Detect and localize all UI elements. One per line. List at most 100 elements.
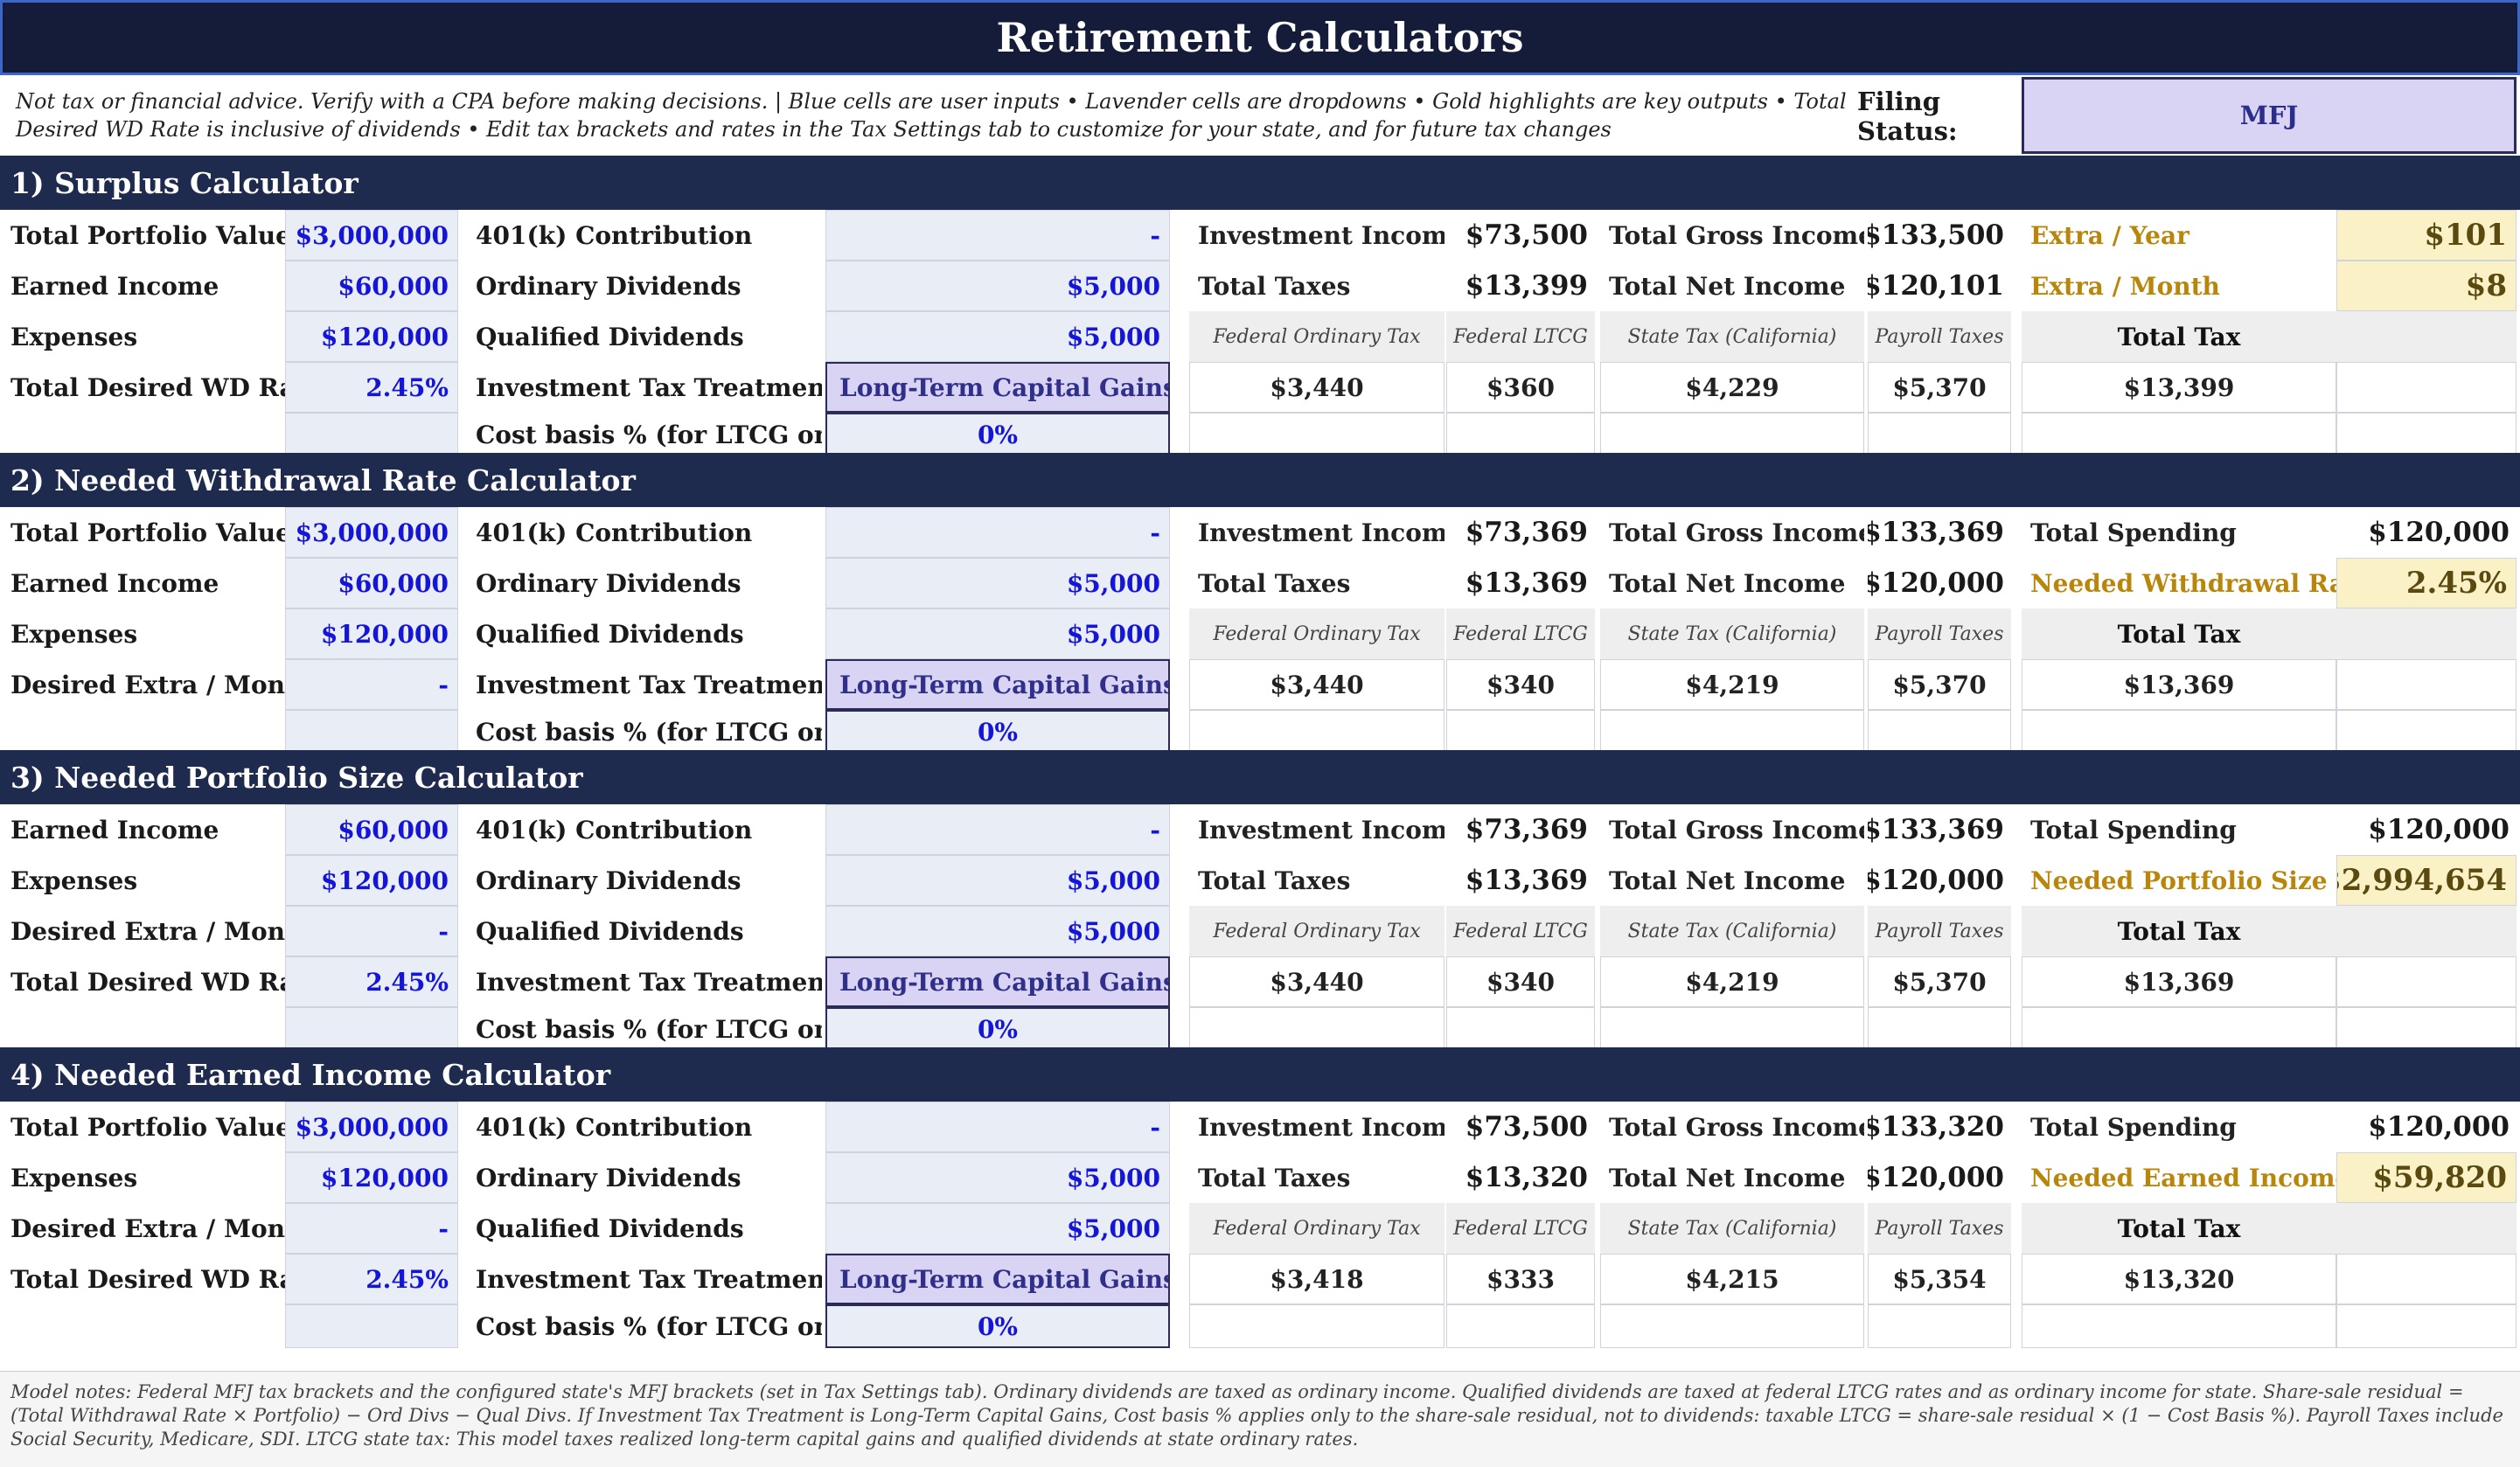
tax-value: $4,219 xyxy=(1600,956,1864,1007)
net-income-label: Total Net Income xyxy=(1609,1163,1846,1192)
investment-income-value: $73,369 xyxy=(1465,814,1588,845)
input-label: Expenses xyxy=(10,866,138,895)
tax-column-header: Federal Ordinary Tax xyxy=(1189,906,1444,956)
input-value[interactable]: - xyxy=(285,1203,458,1254)
tax-value: $333 xyxy=(1446,1254,1595,1304)
input-value[interactable]: 2.45% xyxy=(285,362,458,413)
total-taxes-label: Total Taxes xyxy=(1198,568,1351,598)
param-value[interactable]: - xyxy=(825,210,1170,261)
gross-income-value: $133,320 xyxy=(1868,1111,2004,1143)
input-label: Total Desired WD Rate xyxy=(10,372,285,402)
param-value[interactable]: - xyxy=(825,507,1170,558)
input-value[interactable]: 2.45% xyxy=(285,1254,458,1304)
param-value[interactable]: $5,000 xyxy=(825,906,1170,956)
section-header: 2) Needed Withdrawal Rate Calculator xyxy=(0,453,2520,507)
filing-status-dropdown[interactable]: MFJ xyxy=(2022,77,2517,154)
tax-value-empty xyxy=(2336,956,2517,1007)
tax-column-header-empty xyxy=(2336,608,2517,659)
tax-value-empty xyxy=(2336,1254,2517,1304)
input-label: Expenses xyxy=(10,619,138,649)
input-value[interactable]: $3,000,000 xyxy=(285,1102,458,1152)
tax-value: $4,219 xyxy=(1600,659,1864,710)
input-value[interactable]: $60,000 xyxy=(285,558,458,608)
input-label: Desired Extra / Month xyxy=(10,916,285,946)
net-income-value: $120,000 xyxy=(1868,567,2004,599)
tax-value: $13,369 xyxy=(2022,659,2336,710)
input-label: Earned Income xyxy=(10,568,219,598)
tax-value: $3,440 xyxy=(1189,659,1444,710)
tax-treatment-dropdown[interactable]: Long-Term Capital Gains xyxy=(825,362,1170,413)
input-label: Total Desired WD Rate xyxy=(10,1264,285,1294)
total-taxes-label: Total Taxes xyxy=(1198,866,1351,895)
param-value[interactable]: $5,000 xyxy=(825,608,1170,659)
tax-treatment-dropdown[interactable]: Long-Term Capital Gains xyxy=(825,956,1170,1007)
tax-column-header: Federal Ordinary Tax xyxy=(1189,311,1444,362)
tax-value: $4,215 xyxy=(1600,1254,1864,1304)
param-label: Ordinary Dividends xyxy=(476,271,741,301)
input-value[interactable]: $120,000 xyxy=(285,855,458,906)
section-header: 4) Needed Earned Income Calculator xyxy=(0,1047,2520,1102)
tax-column-header: Total Tax xyxy=(2022,1203,2336,1254)
empty-cell xyxy=(2022,710,2336,754)
gross-income-label: Total Gross Income xyxy=(1609,220,1864,250)
tax-column-header: State Tax (California) xyxy=(1600,1203,1864,1254)
param-value[interactable]: - xyxy=(825,804,1170,855)
input-value[interactable]: $60,000 xyxy=(285,804,458,855)
input-value[interactable]: $3,000,000 xyxy=(285,210,458,261)
param-label: Cost basis % (for LTCG only) xyxy=(476,1014,822,1044)
param-value[interactable]: $5,000 xyxy=(825,261,1170,311)
param-label: Qualified Dividends xyxy=(476,619,744,649)
investment-income-label: Investment Income xyxy=(1198,815,1444,845)
tax-treatment-dropdown[interactable]: Long-Term Capital Gains xyxy=(825,659,1170,710)
empty-cell xyxy=(1868,413,2011,456)
param-value[interactable]: - xyxy=(825,1102,1170,1152)
input-value[interactable]: $120,000 xyxy=(285,608,458,659)
result-1-label: Total Spending xyxy=(2030,518,2237,547)
param-label: Cost basis % (for LTCG only) xyxy=(476,420,822,449)
tax-value: $4,229 xyxy=(1600,362,1864,413)
tax-column-header: Federal Ordinary Tax xyxy=(1189,1203,1444,1254)
investment-income-label: Investment Income xyxy=(1198,518,1444,547)
gross-income-value: $133,500 xyxy=(1868,219,2004,251)
param-value[interactable]: $5,000 xyxy=(825,855,1170,906)
param-label: 401(k) Contribution xyxy=(476,815,753,845)
tax-treatment-dropdown[interactable]: Long-Term Capital Gains xyxy=(825,1254,1170,1304)
input-value[interactable]: $3,000,000 xyxy=(285,507,458,558)
cost-basis-input[interactable]: 0% xyxy=(825,1304,1170,1348)
net-income-value: $120,101 xyxy=(1868,270,2004,302)
input-value[interactable]: 2.45% xyxy=(285,956,458,1007)
cost-basis-input[interactable]: 0% xyxy=(825,1007,1170,1051)
tax-column-header-empty xyxy=(2336,906,2517,956)
empty-cell xyxy=(1600,413,1864,456)
tax-value: $5,370 xyxy=(1868,362,2011,413)
tax-column-header: State Tax (California) xyxy=(1600,906,1864,956)
key-output-value: 2.45% xyxy=(2336,558,2517,608)
gross-income-value: $133,369 xyxy=(1868,814,2004,845)
param-label: Ordinary Dividends xyxy=(476,568,741,598)
tax-value: $13,369 xyxy=(2022,956,2336,1007)
empty-cell xyxy=(2022,1304,2336,1348)
cost-basis-input[interactable]: 0% xyxy=(825,413,1170,456)
param-value[interactable]: $5,000 xyxy=(825,311,1170,362)
input-value[interactable]: $60,000 xyxy=(285,261,458,311)
input-label: Earned Income xyxy=(10,271,219,301)
gross-income-label: Total Gross Income xyxy=(1609,1112,1864,1142)
tax-value: $13,320 xyxy=(2022,1254,2336,1304)
tax-column-header: State Tax (California) xyxy=(1600,608,1864,659)
tax-column-header: Federal LTCG xyxy=(1446,906,1595,956)
param-label: Investment Tax Treatment xyxy=(476,967,822,997)
empty-cell xyxy=(2336,413,2517,456)
input-value[interactable]: $120,000 xyxy=(285,311,458,362)
investment-income-value: $73,500 xyxy=(1465,219,1588,251)
param-value[interactable]: $5,000 xyxy=(825,1152,1170,1203)
tax-value: $5,354 xyxy=(1868,1254,2011,1304)
input-value[interactable]: - xyxy=(285,659,458,710)
input-value[interactable]: $120,000 xyxy=(285,1152,458,1203)
param-value[interactable]: $5,000 xyxy=(825,1203,1170,1254)
empty-cell xyxy=(1446,1304,1595,1348)
param-value[interactable]: $5,000 xyxy=(825,558,1170,608)
input-value[interactable]: - xyxy=(285,906,458,956)
cost-basis-input[interactable]: 0% xyxy=(825,710,1170,754)
empty-cell xyxy=(1868,1007,2011,1051)
